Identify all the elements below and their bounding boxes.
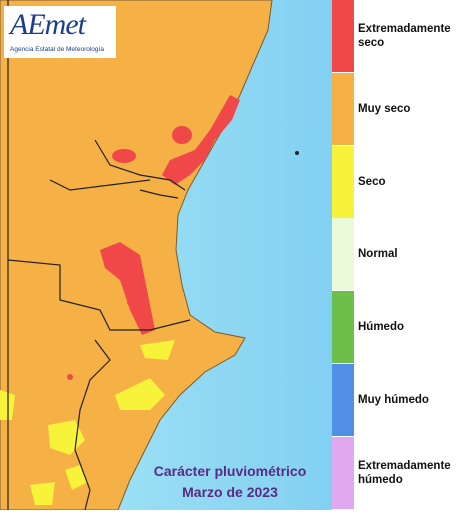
legend-swatch (332, 364, 354, 436)
borders (7, 0, 191, 510)
legend: Extremadamente seco Muy seco Seco Normal Húm… (332, 0, 474, 510)
legend-label: Extremadamente húmedo (358, 459, 451, 486)
map-title: Carácter pluviométrico (153, 463, 307, 479)
legend-item: Normal (332, 218, 474, 291)
legend-label: Normal (358, 248, 398, 261)
extreme-dry-areas (67, 95, 240, 380)
map-subtitle: Marzo de 2023 (182, 484, 278, 500)
legend-item: Muy seco (332, 72, 474, 146)
dry-areas (0, 340, 175, 505)
legend-label: Seco (358, 175, 386, 188)
legend-swatch (332, 436, 354, 509)
logo: AEmet Agencia Estatal de Meteorología (4, 6, 116, 58)
legend-swatch (332, 0, 354, 72)
legend-item: Extremadamente húmedo (332, 436, 474, 510)
legend-item: Seco (332, 145, 474, 219)
island (295, 151, 299, 155)
legend-swatch (332, 291, 354, 364)
legend-swatch (332, 145, 354, 218)
logo-text: AEmet (10, 8, 86, 41)
legend-label: Muy húmedo (358, 394, 429, 406)
legend-swatch (332, 72, 354, 145)
legend-item: Extremadamente seco (332, 0, 474, 73)
legend-item: Húmedo (332, 291, 474, 364)
legend-label: Húmedo (358, 321, 404, 334)
legend-item: Muy húmedo (332, 364, 474, 437)
legend-swatch (332, 218, 354, 291)
agency-name: Agencia Estatal de Meteorología (10, 46, 104, 53)
legend-label: Extremadamente seco (358, 23, 451, 49)
legend-label: Muy seco (358, 102, 411, 115)
map (0, 0, 332, 510)
